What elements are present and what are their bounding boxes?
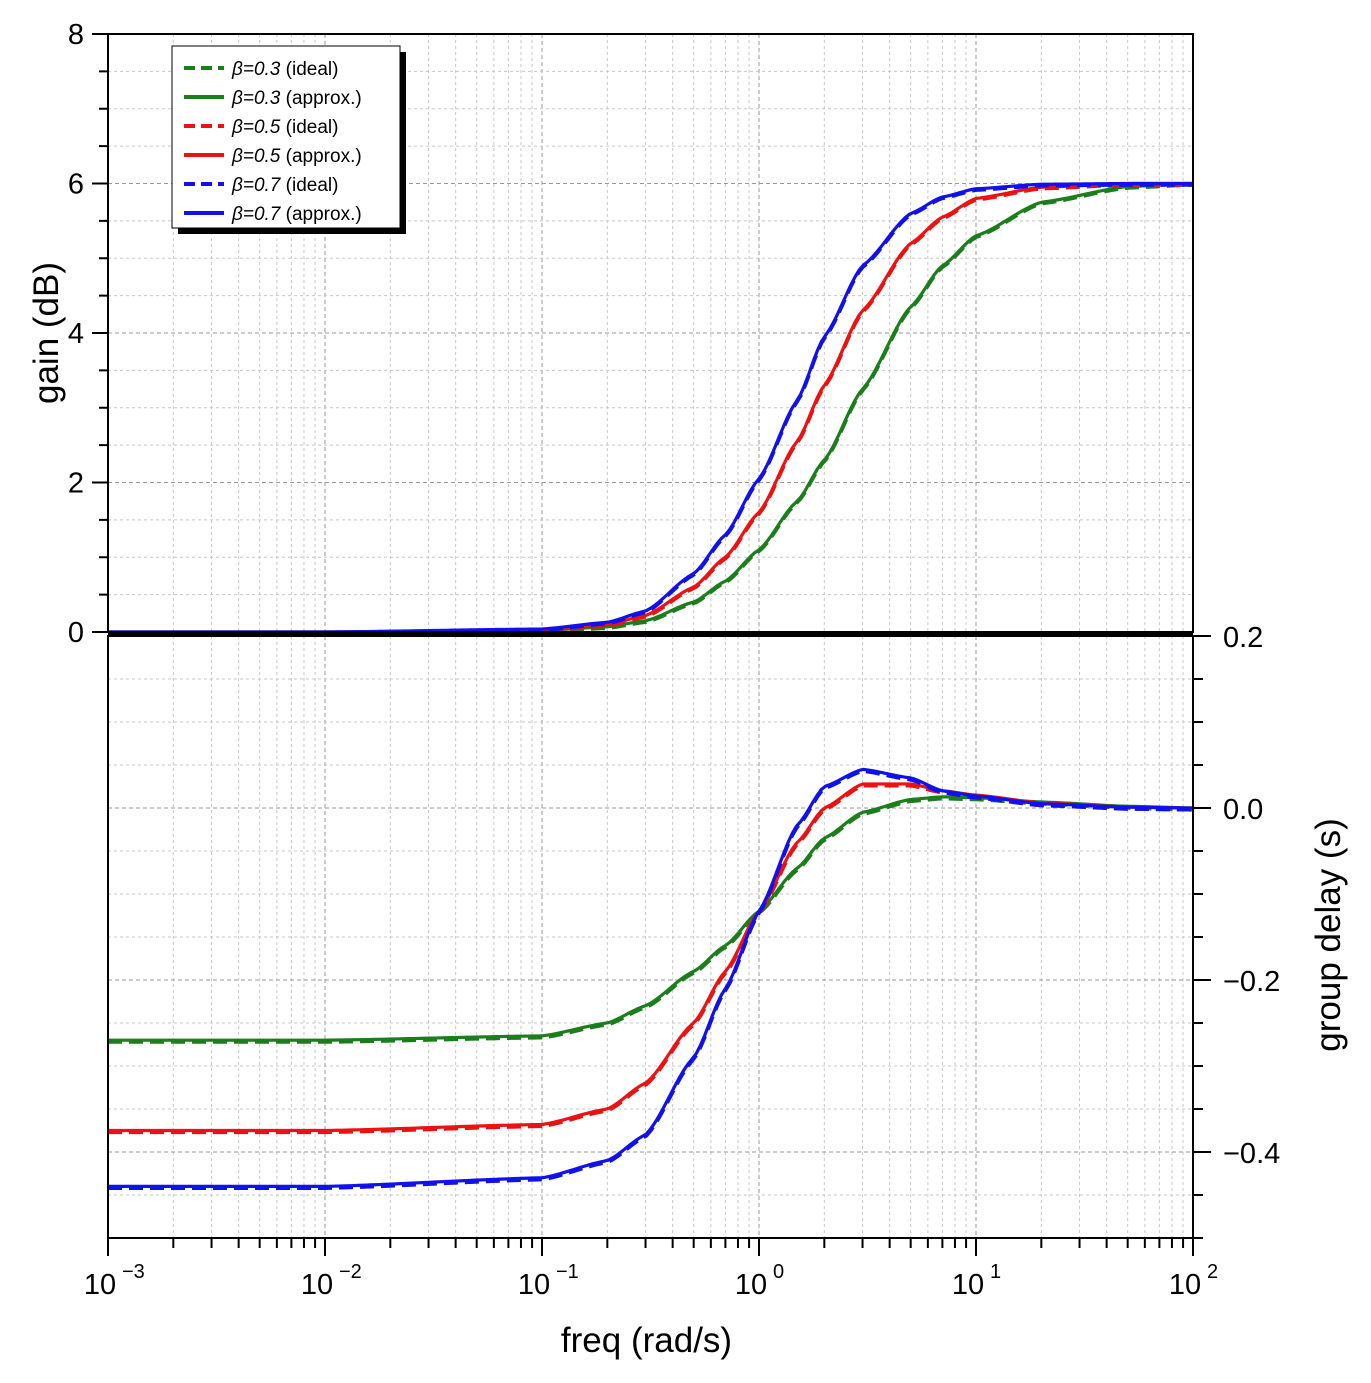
frame-layer [92, 33, 1211, 1256]
legend-label: β=0.7 (ideal) [231, 175, 338, 196]
legend-label: β=0.5 (approx.) [231, 146, 362, 167]
legend-label: β=0.3 (approx.) [231, 88, 362, 109]
y-tick-label: 6 [68, 169, 84, 201]
y-tick-label: 0.2 [1223, 622, 1263, 654]
y-tick-label: 8 [68, 19, 84, 51]
x-tick-label: 10 [735, 1269, 767, 1301]
x-tick-label: 10 [518, 1269, 550, 1301]
y-tick-label: 2 [68, 468, 84, 500]
delay-approx-line-beta-0.7 [108, 767, 1194, 1188]
delay-ideal-line-beta-0.3 [108, 796, 1194, 1044]
y-tick-label: −0.2 [1223, 966, 1280, 998]
y-axis-title-delay: group delay (s) [1309, 818, 1348, 1051]
gain-ideal-line-beta-0.5 [108, 182, 1193, 636]
label-layer: 0 2 4 6 8 0.2 0.0 −0.2 −0.4 10 −3 10 −2 10 −1 10 0 10 1 10 2… [27, 19, 1348, 1360]
x-tick-exponent: −2 [339, 1261, 362, 1283]
delay-approx-line-beta-0.3 [108, 795, 1194, 1042]
legend-label: β=0.5 (ideal) [231, 117, 338, 138]
delay-approx-line-beta-0.5 [108, 782, 1194, 1133]
legend-label: β=0.7 (approx.) [231, 204, 362, 225]
x-tick-exponent: 0 [773, 1261, 784, 1283]
y-tick-label: −0.4 [1223, 1138, 1280, 1170]
delay-ideal-line-beta-0.7 [108, 768, 1194, 1190]
y-tick-label: 0 [68, 617, 84, 649]
legend-label: β=0.3 (ideal) [231, 59, 338, 80]
x-axis-title: freq (rad/s) [561, 1321, 732, 1360]
grid-layer [107, 34, 1194, 1238]
x-tick-label: 10 [84, 1269, 116, 1301]
x-tick-exponent: 2 [1207, 1261, 1218, 1283]
y-tick-label: 0.0 [1223, 794, 1263, 826]
x-tick-exponent: 1 [990, 1261, 1001, 1283]
series-layer [108, 181, 1194, 1190]
x-tick-label: 10 [952, 1269, 984, 1301]
x-tick-label: 10 [1169, 1269, 1201, 1301]
legend-box [171, 45, 401, 229]
gain-ideal-line-beta-0.7 [108, 182, 1193, 636]
y-tick-label: 4 [68, 318, 84, 350]
x-tick-exponent: −1 [556, 1261, 579, 1283]
y-axis-title-gain: gain (dB) [27, 262, 66, 404]
x-tick-exponent: −3 [122, 1261, 145, 1283]
legend: β=0.3 (ideal) β=0.3 (approx.) β=0.5 (ideal… [171, 45, 406, 234]
x-tick-label: 10 [301, 1269, 333, 1301]
gain-ideal-line-beta-0.3 [108, 182, 1194, 636]
